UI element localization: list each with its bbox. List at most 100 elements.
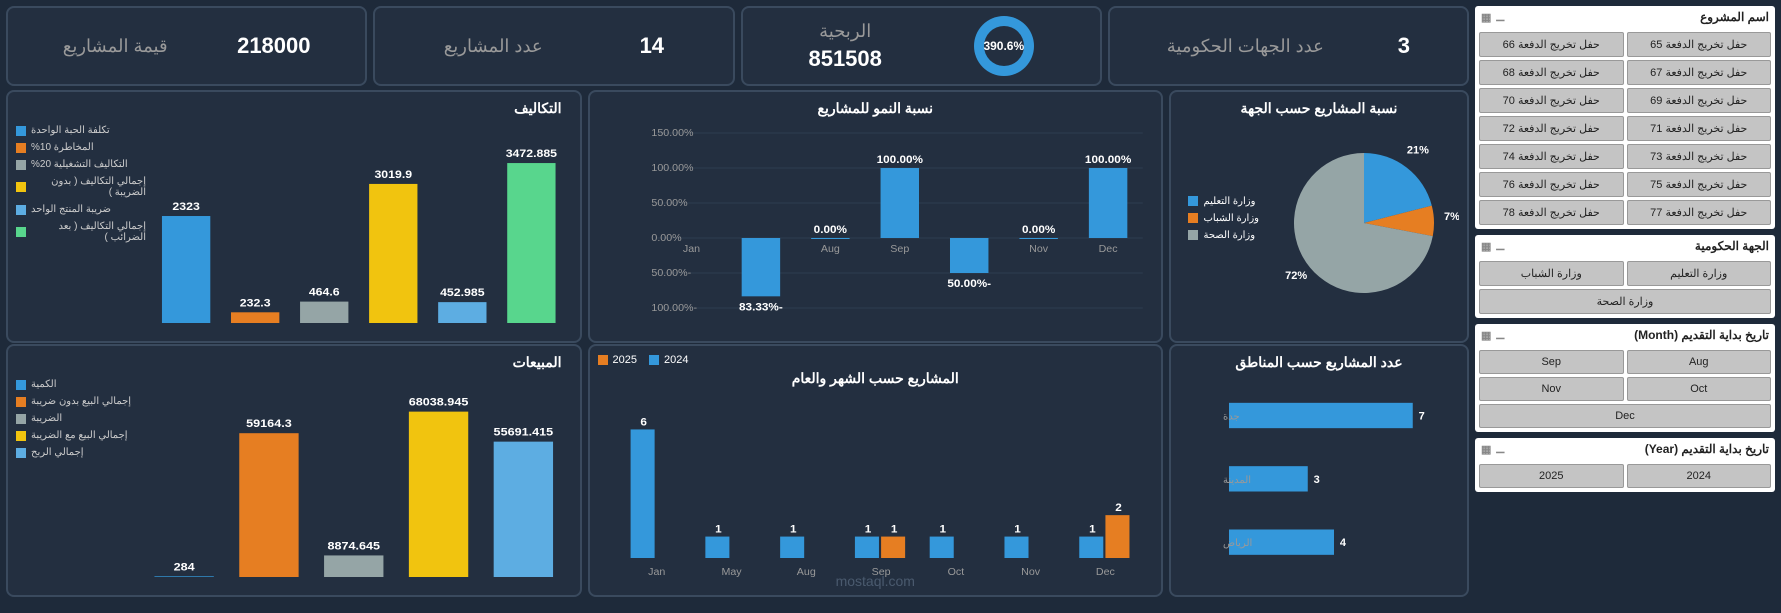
slicer-item[interactable]: حفل تخريج الدفعة 75	[1627, 172, 1772, 197]
filter-icon[interactable]: ⚊	[1495, 329, 1505, 342]
chart-title: المشاريع حسب الشهر والعام	[598, 370, 1154, 387]
slicer-item[interactable]: وزارة الشباب	[1479, 261, 1624, 286]
slicer-item[interactable]: Aug	[1627, 350, 1772, 374]
sidebar: اسم المشروع ⚊ ▦ حفل تخريج الدفعة 65حفل ت…	[1475, 6, 1775, 607]
slicer-item[interactable]: حفل تخريج الدفعة 68	[1479, 60, 1624, 85]
slicer-item[interactable]: حفل تخريج الدفعة 77	[1627, 200, 1772, 225]
costs-legend: تكلفة الحبة الواحدةالمخاطرة 10%التكاليف …	[16, 100, 146, 333]
slicer-item[interactable]: حفل تخريج الدفعة 69	[1627, 88, 1772, 113]
svg-text:7%: 7%	[1444, 211, 1459, 223]
clear-icon[interactable]: ▦	[1481, 11, 1491, 24]
svg-text:Sep: Sep	[890, 244, 909, 255]
legend-item: وزارة التعليم	[1188, 196, 1259, 207]
slicer-item[interactable]: وزارة الصحة	[1479, 289, 1771, 314]
slicer-item[interactable]: Oct	[1627, 377, 1772, 401]
slicer-item[interactable]: حفل تخريج الدفعة 66	[1479, 32, 1624, 57]
svg-text:1: 1	[1089, 524, 1096, 536]
kpi-projects-value: 218000 قيمة المشاريع	[6, 6, 367, 86]
pie-chart-card: نسبة المشاريع حسب الجهة 21% 7% 72% وزارة ا…	[1169, 90, 1469, 343]
svg-text:68038.945: 68038.945	[409, 395, 469, 408]
chart-title: عدد المشاريع حسب المناطق	[1179, 354, 1459, 371]
region-chart: جدة7المدينة3الرياض4	[1179, 377, 1459, 587]
filter-icon[interactable]: ⚊	[1495, 240, 1505, 253]
chart-title: نسبة النمو للمشاريع	[598, 100, 1154, 117]
slicer-title: تاريخ بداية التقديم (Month)	[1634, 328, 1769, 342]
svg-text:2323: 2323	[172, 201, 200, 213]
svg-text:0.00%: 0.00%	[813, 224, 846, 236]
costs-chart: 2323232.3464.63019.9452.9853472.885	[146, 123, 572, 333]
filter-icon[interactable]: ⚊	[1495, 11, 1505, 24]
svg-text:-100.00%: -100.00%	[651, 303, 697, 314]
kpi-label: الربحية	[819, 21, 871, 42]
region-chart-card: عدد المشاريع حسب المناطق جدة7المدينة3الر…	[1169, 344, 1469, 597]
monthly-chart-card: 20242025 المشاريع حسب الشهر والعام Jan 6 M…	[588, 344, 1164, 597]
svg-text:2: 2	[1115, 502, 1122, 514]
svg-text:59164.3: 59164.3	[246, 417, 292, 430]
kpi-profitability: 390.6% الربحية 851508	[741, 6, 1102, 86]
svg-text:Jan: Jan	[682, 244, 699, 255]
slicer-item[interactable]: Nov	[1479, 377, 1624, 401]
legend-item: وزارة الشباب	[1188, 213, 1259, 224]
svg-text:232.3: 232.3	[240, 297, 271, 309]
chart-title: التكاليف	[146, 100, 572, 117]
svg-text:464.6: 464.6	[309, 286, 340, 298]
svg-text:Aug: Aug	[820, 244, 839, 255]
kpi-gov-count: 3 عدد الجهات الحكومية	[1108, 6, 1469, 86]
slicer-item[interactable]: حفل تخريج الدفعة 78	[1479, 200, 1624, 225]
slicer-item[interactable]: حفل تخريج الدفعة 71	[1627, 116, 1772, 141]
svg-text:7: 7	[1419, 411, 1425, 423]
chart-title: المبيعات	[136, 354, 572, 371]
slicer-item[interactable]: 2024	[1627, 464, 1772, 488]
slicer-item[interactable]: حفل تخريج الدفعة 67	[1627, 60, 1772, 85]
kpi-label: عدد المشاريع	[444, 36, 543, 57]
svg-text:100.00%: 100.00%	[876, 154, 922, 166]
legend-item: إجمالي البيع مع الضريبة	[16, 430, 136, 441]
svg-text:-50.00%: -50.00%	[947, 278, 991, 290]
chart-title: نسبة المشاريع حسب الجهة	[1179, 100, 1459, 117]
legend-item: إجمالي التكاليف ( بعد الضرائب )	[16, 221, 146, 243]
svg-text:الرياض: الرياض	[1223, 538, 1252, 549]
slicer-item[interactable]: Dec	[1479, 404, 1771, 428]
slicer-item[interactable]: 2025	[1479, 464, 1624, 488]
clear-icon[interactable]: ▦	[1481, 443, 1491, 456]
slicer-item[interactable]: حفل تخريج الدفعة 73	[1627, 144, 1772, 169]
donut-label: 390.6%	[983, 39, 1024, 53]
pie-chart: 21% 7% 72%	[1269, 123, 1459, 313]
svg-text:3: 3	[1314, 474, 1320, 486]
kpi-value: 218000	[237, 33, 310, 59]
slicer-item[interactable]: حفل تخريج الدفعة 72	[1479, 116, 1624, 141]
svg-text:72%: 72%	[1285, 270, 1307, 282]
legend-item: إجمالي البيع بدون ضريبة	[16, 396, 136, 407]
kpi-value: 851508	[808, 46, 881, 72]
slicer-item[interactable]: حفل تخريج الدفعة 76	[1479, 172, 1624, 197]
slicer-item[interactable]: وزارة التعليم	[1627, 261, 1772, 286]
svg-text:1: 1	[939, 524, 946, 536]
legend-item: المخاطرة 10%	[16, 142, 146, 153]
slicer-item[interactable]: حفل تخريج الدفعة 65	[1627, 32, 1772, 57]
svg-text:1: 1	[890, 524, 897, 536]
clear-icon[interactable]: ▦	[1481, 240, 1491, 253]
svg-text:100.00%: 100.00%	[1084, 154, 1130, 166]
svg-text:21%: 21%	[1407, 144, 1429, 156]
svg-text:Jan: Jan	[648, 567, 665, 578]
slicer-item[interactable]: حفل تخريج الدفعة 70	[1479, 88, 1624, 113]
clear-icon[interactable]: ▦	[1481, 329, 1491, 342]
slicer-title: اسم المشروع	[1700, 10, 1769, 24]
svg-text:3472.885: 3472.885	[506, 148, 558, 160]
chart-row-2: عدد المشاريع حسب المناطق جدة7المدينة3الر…	[6, 344, 1469, 592]
monthly-legend: 20242025	[598, 354, 1154, 370]
slicer-item[interactable]: حفل تخريج الدفعة 74	[1479, 144, 1624, 169]
slicer-item[interactable]: Sep	[1479, 350, 1624, 374]
legend-item: تكلفة الحبة الواحدة	[16, 125, 146, 136]
svg-text:1: 1	[1014, 524, 1021, 536]
svg-text:Nov: Nov	[1029, 244, 1049, 255]
svg-text:May: May	[721, 567, 742, 578]
filter-icon[interactable]: ⚊	[1495, 443, 1505, 456]
svg-text:100.00%: 100.00%	[651, 163, 693, 174]
legend-item: 2025	[598, 354, 637, 366]
svg-text:1: 1	[715, 524, 722, 536]
slicer-title: تاريخ بداية التقديم (Year)	[1645, 442, 1769, 456]
svg-text:150.00%: 150.00%	[651, 128, 693, 139]
svg-text:6: 6	[640, 417, 647, 429]
kpi-row: 3 عدد الجهات الحكومية 390.6% الربحية 851…	[6, 6, 1469, 84]
